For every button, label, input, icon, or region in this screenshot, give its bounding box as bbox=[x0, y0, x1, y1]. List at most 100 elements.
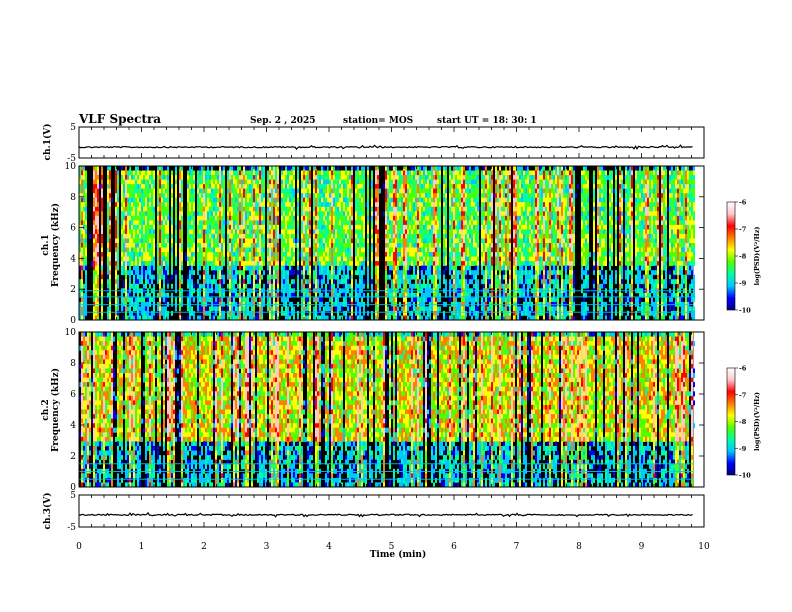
ch1-spectrogram-cell bbox=[269, 247, 271, 253]
ch1-spectrogram-cell bbox=[95, 283, 97, 289]
ch1-spectrogram-cell bbox=[431, 247, 433, 253]
ch1-spectrogram-cell bbox=[395, 233, 397, 239]
ch1-spectrogram-cell bbox=[427, 175, 429, 180]
ch1-spectrogram-cell bbox=[229, 292, 231, 298]
ch1-spectrogram-cell bbox=[419, 247, 421, 253]
ch1-spectrogram-cell bbox=[165, 238, 167, 244]
ch1-spectrogram-cell bbox=[235, 256, 237, 262]
ch1-spectrogram-cell bbox=[209, 170, 211, 176]
ch1-spectrogram-cell bbox=[409, 175, 411, 180]
ch1-spectrogram-cell bbox=[293, 261, 295, 266]
ch1-spectrogram-cell bbox=[241, 229, 243, 235]
ch1-spectrogram-cell bbox=[275, 170, 277, 176]
ch1-spectrogram-cell bbox=[243, 274, 245, 280]
ch1-spectrogram-cell bbox=[143, 215, 145, 221]
ch1-spectrogram-cell bbox=[435, 261, 437, 266]
ch1-spectrogram-cell bbox=[349, 229, 351, 235]
ch1-spectrogram-cell bbox=[139, 197, 141, 203]
ch1-spectrogram-cell bbox=[203, 292, 205, 298]
ch1-spectrogram-cell bbox=[153, 233, 155, 239]
ch1-spectrogram-cell bbox=[415, 274, 417, 280]
ch1-spectrogram-cell bbox=[307, 211, 309, 217]
ch1-spectrogram-cell bbox=[439, 202, 441, 208]
ch1-spectrogram-cell bbox=[367, 247, 369, 253]
ch1-spectrogram-cell bbox=[419, 184, 421, 189]
ch1-spectrogram-cell bbox=[243, 256, 245, 262]
ch1-spectrogram-cell bbox=[123, 283, 125, 289]
ch1-spectrogram-cell bbox=[355, 297, 357, 303]
ch1-spectrogram-cell bbox=[125, 252, 127, 257]
ch1-spectrogram-cell bbox=[123, 270, 125, 276]
ch1-spectrogram-cell bbox=[445, 279, 447, 285]
ch1-spectrogram-cell bbox=[343, 193, 345, 199]
ch1-spectrogram-cell bbox=[235, 197, 237, 203]
ch1-spectrogram-cell bbox=[437, 188, 439, 194]
ch1-spectrogram-cell bbox=[139, 274, 141, 280]
ch1-spectrogram-cell bbox=[433, 247, 435, 253]
ch1-spectrogram-cell bbox=[371, 310, 373, 316]
ch1-spectrogram-cell bbox=[189, 238, 191, 244]
ch1-spectrogram-cell bbox=[411, 297, 413, 303]
ch1-spectrogram-cell bbox=[359, 202, 361, 208]
ch1-spectrogram-cell bbox=[439, 220, 441, 226]
ch1-spectrogram-cell bbox=[273, 170, 275, 176]
ch1-spectrogram-cell bbox=[423, 188, 425, 194]
ch1-spectrogram-cell bbox=[251, 247, 253, 253]
ch1-spectrogram-cell bbox=[347, 306, 349, 312]
ch1-spectrogram-cell bbox=[425, 170, 427, 176]
ch1-spectrogram-cell bbox=[401, 252, 403, 257]
ch1-spectrogram-cell bbox=[167, 283, 169, 289]
ch1-spectrogram-cell bbox=[355, 306, 357, 312]
ch1-spectrogram-cell bbox=[315, 247, 317, 253]
ch1-spectrogram-cell bbox=[423, 229, 425, 235]
ch1-spectrogram-cell bbox=[237, 197, 239, 203]
ch1-spectrogram-cell bbox=[293, 197, 295, 203]
ch1-spectrogram-cell bbox=[327, 202, 329, 208]
ch1-spectrogram-cell bbox=[439, 297, 441, 303]
ch1-spectrogram-cell bbox=[139, 310, 141, 316]
ch1-spectrogram-cell bbox=[427, 297, 429, 303]
ch1-spectrogram-cell bbox=[285, 197, 287, 203]
ch1-spectrogram-cell bbox=[163, 261, 165, 266]
ch1-spectrogram-cell bbox=[331, 306, 333, 312]
ch1-spectrogram-cell bbox=[239, 310, 241, 316]
ch1-spectrogram-cell bbox=[403, 211, 405, 217]
ch1-spectrogram-cell bbox=[423, 292, 425, 298]
ch1-spectrogram-cell bbox=[359, 220, 361, 226]
ch1-spectrogram-cell bbox=[377, 224, 379, 230]
ch1-spectrogram-cell bbox=[259, 261, 261, 266]
ch1-spectrogram-cell bbox=[349, 274, 351, 280]
ch1-spectrogram-cell bbox=[175, 188, 177, 194]
ch1-spectrogram-cell bbox=[197, 229, 199, 235]
ch1-spectrogram-cell bbox=[349, 306, 351, 312]
ch1-spectrogram-cell bbox=[149, 315, 151, 321]
ch1-spectrogram-cell bbox=[253, 252, 255, 257]
ch1-spectrogram-cell bbox=[269, 274, 271, 280]
ch1-spectrogram-cell bbox=[355, 279, 357, 285]
ch1-spectrogram-cell bbox=[115, 229, 117, 235]
ch1-spectrogram-cell bbox=[289, 211, 291, 217]
ch1-spectrogram-cell bbox=[125, 188, 127, 194]
ch1-spectrogram-cell bbox=[427, 170, 429, 176]
ch1-spectrogram-cell bbox=[205, 233, 207, 239]
ch1-spectrogram-cell bbox=[141, 261, 143, 266]
ch1-spectrogram-cell bbox=[331, 279, 333, 285]
ch1-spectrogram-cell bbox=[375, 315, 377, 321]
ch1-spectrogram-cell bbox=[203, 283, 205, 289]
ch1-spectrogram-cell bbox=[161, 274, 163, 280]
ch1-spectrogram-cell bbox=[97, 247, 99, 253]
ch1-spectrogram-cell bbox=[307, 252, 309, 257]
ch1-spectrogram-cell bbox=[215, 279, 217, 285]
ch1-spectrogram-cell bbox=[343, 247, 345, 253]
ch1-spectrogram-cell bbox=[389, 315, 391, 321]
ch1-spectrogram-cell bbox=[391, 202, 393, 208]
ch1-spectrogram-cell bbox=[171, 179, 173, 185]
ch1-spectrogram-cell bbox=[93, 166, 95, 171]
ch1-spectrogram-cell bbox=[205, 256, 207, 262]
ch1-spectrogram-cell bbox=[283, 215, 285, 221]
ch1-spectrogram-cell bbox=[281, 188, 283, 194]
ch1-spectrogram-cell bbox=[147, 184, 149, 189]
ch1-spectrogram-cell bbox=[143, 170, 145, 176]
ch1-spectrogram-cell bbox=[273, 279, 275, 285]
ch1-spectrogram-cell bbox=[417, 247, 419, 253]
